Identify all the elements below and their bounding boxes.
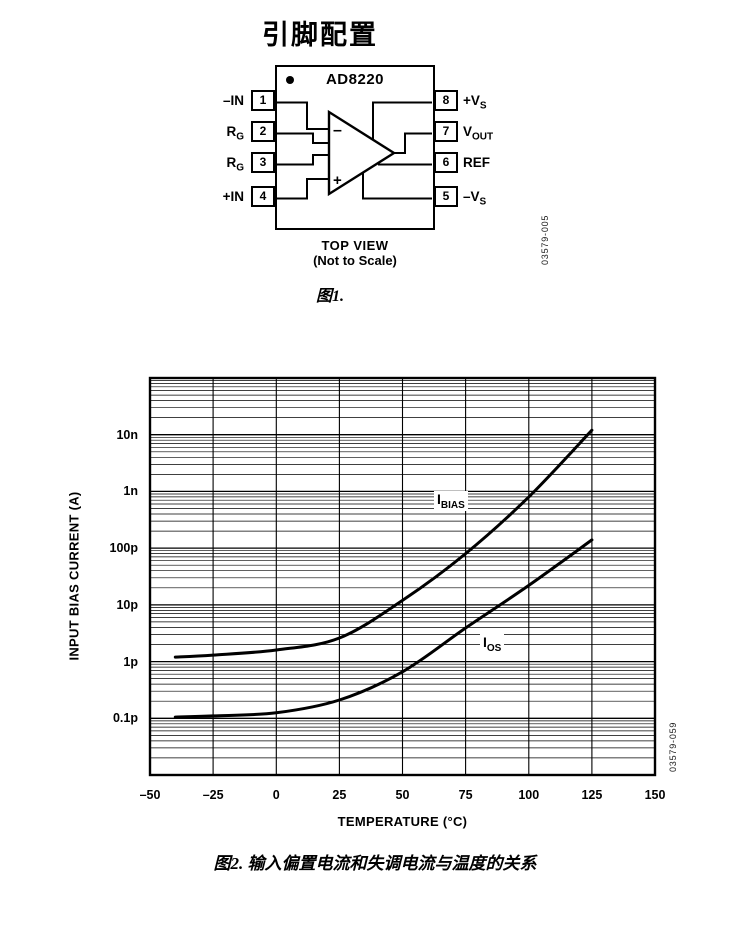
y-axis-title: INPUT BIAS CURRENT (A): [66, 491, 82, 661]
pin-label-ref: REF: [463, 155, 490, 170]
page-title: 引脚配置: [262, 20, 378, 51]
plot-frame: [148, 376, 657, 777]
pin-box-6: 6: [434, 152, 458, 173]
pin-label-neg-in: –IN: [222, 93, 244, 108]
minus-input-sign: –: [333, 122, 342, 139]
pin-label-pos-vs: +VS: [463, 93, 487, 112]
pin-box-1: 1: [251, 90, 275, 111]
ibias-curve-label: IBIAS: [434, 491, 468, 511]
x-tick-label: 150: [644, 788, 666, 802]
curve-ibias: [173, 428, 594, 659]
y-tick-label: 1n: [123, 484, 138, 499]
pin-box-3: 3: [251, 152, 275, 173]
figure1-caption: 图1.: [315, 288, 344, 305]
pin-label-rg-bottom: RG: [226, 155, 244, 174]
pin-label-neg-vs: –VS: [463, 189, 487, 208]
x-tick-label: 100: [518, 788, 540, 802]
x-tick-label: 75: [458, 788, 473, 802]
top-view-label: TOP VIEW: [321, 238, 389, 253]
y-tick-label: 10n: [116, 427, 138, 442]
y-tick-label: 1p: [123, 654, 138, 669]
figure2-caption: 图2. 输入偏置电流和失调电流与温度的关系: [213, 854, 537, 873]
x-tick-label: 25: [332, 788, 347, 802]
chip-name: AD8220: [325, 71, 385, 88]
opamp-symbol: – +: [277, 101, 432, 200]
y-tick-label: 100p: [109, 541, 139, 556]
curve-ios: [173, 538, 594, 719]
y-tick-label: 10p: [116, 597, 138, 612]
pin1-marker-dot: [286, 76, 294, 84]
pin-box-8: 8: [434, 90, 458, 111]
x-tick-label: 125: [581, 788, 603, 802]
pin-box-5: 5: [434, 186, 458, 207]
opamp-triangle: [327, 109, 397, 197]
x-axis-title: TEMPERATURE (°C): [337, 814, 468, 829]
x-tick-label: 50: [395, 788, 410, 802]
y-tick-label: 0.1p: [112, 711, 138, 726]
pin-box-2: 2: [251, 121, 275, 142]
figure2-doc-code: 03579-059: [668, 721, 678, 772]
not-to-scale-label: (Not to Scale): [313, 253, 397, 268]
pin-box-7: 7: [434, 121, 458, 142]
x-tick-label: 0: [272, 788, 280, 802]
internal-wires: [277, 101, 432, 200]
chip-body: AD8220 – +: [275, 65, 435, 230]
x-tick-label: –25: [202, 788, 224, 802]
ios-curve-label: IOS: [480, 634, 505, 654]
plus-input-sign: +: [333, 172, 342, 189]
pin-label-vout: VOUT: [463, 124, 494, 143]
pin-box-4: 4: [251, 186, 275, 207]
x-tick-label: –50: [139, 788, 161, 802]
pin-label-pos-in: +IN: [222, 189, 244, 204]
pin-label-rg-top: RG: [226, 124, 244, 143]
